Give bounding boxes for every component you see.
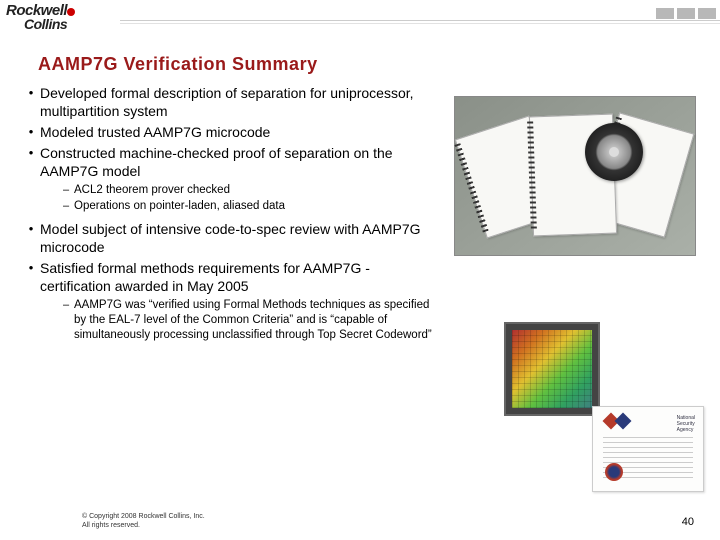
header-blocks-icon [656,8,716,19]
bullet-text: Satisfied formal methods requirements fo… [40,259,442,295]
certificate-image: National Security Agency [592,406,704,492]
cert-label: National Security Agency [677,415,695,433]
list-item: •Constructed machine-checked proof of se… [22,144,442,180]
documents-image [454,96,696,256]
list-item: –ACL2 theorem prover checked [58,183,442,198]
bullet-text: Constructed machine-checked proof of sep… [40,144,442,180]
list-item: –Operations on pointer-laden, aliased da… [58,199,442,214]
slide: Rockwell Collins AAMP7G Verification Sum… [0,0,720,540]
list-item: –AAMP7G was “verified using Formal Metho… [58,298,442,343]
sub-text: AAMP7G was “verified using Formal Method… [74,298,442,343]
page-title: AAMP7G Verification Summary [38,54,318,75]
chip-icon [512,330,592,408]
bullet-text: Developed formal description of separati… [40,84,442,120]
sub-list: –ACL2 theorem prover checked –Operations… [58,183,442,214]
disc-icon [585,123,643,181]
list-item: •Model subject of intensive code-to-spec… [22,220,442,256]
sub-text: ACL2 theorem prover checked [74,183,230,198]
logo-dot-icon [67,8,75,16]
bullet-list: •Model subject of intensive code-to-spec… [22,220,442,295]
header: Rockwell Collins [0,0,720,44]
copyright: © Copyright 2008 Rockwell Collins, Inc. … [82,512,205,530]
bullet-text: Modeled trusted AAMP7G microcode [40,123,270,141]
list-item: •Satisfied formal methods requirements f… [22,259,442,295]
logo: Rockwell Collins [6,2,116,38]
emblem-icon [603,413,629,433]
bullet-text: Model subject of intensive code-to-spec … [40,220,442,256]
page-number: 40 [682,516,694,528]
bullet-list: •Developed formal description of separat… [22,84,442,180]
list-item: •Modeled trusted AAMP7G microcode [22,123,442,141]
seal-icon [605,463,623,481]
header-stripe [120,6,720,32]
chip-image [504,322,600,416]
list-item: •Developed formal description of separat… [22,84,442,120]
content: •Developed formal description of separat… [22,84,442,349]
sub-text: Operations on pointer-laden, aliased dat… [74,199,285,214]
sub-list: –AAMP7G was “verified using Formal Metho… [58,298,442,343]
